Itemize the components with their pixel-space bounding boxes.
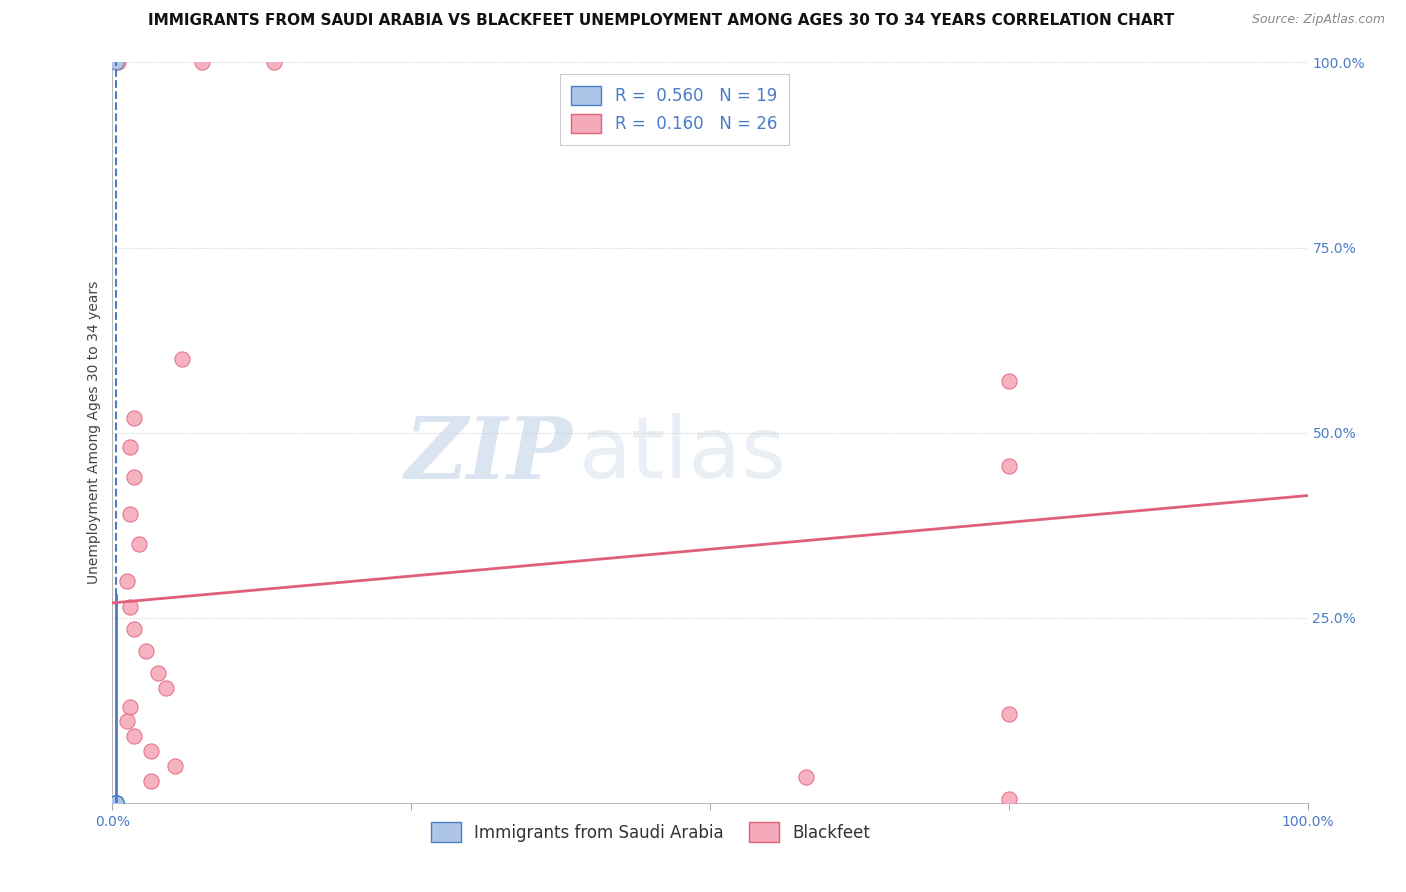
Point: [105, 796, 128, 810]
Point: [998, 374, 1021, 388]
Text: ZIP: ZIP: [405, 413, 572, 497]
Point: [105, 796, 128, 810]
Point: [146, 666, 169, 681]
Legend: Immigrants from Saudi Arabia, Blackfeet: Immigrants from Saudi Arabia, Blackfeet: [422, 814, 879, 850]
Point: [128, 536, 150, 550]
Text: IMMIGRANTS FROM SAUDI ARABIA VS BLACKFEET UNEMPLOYMENT AMONG AGES 30 TO 34 YEARS: IMMIGRANTS FROM SAUDI ARABIA VS BLACKFEE…: [148, 13, 1174, 29]
Point: [105, 796, 128, 810]
Point: [105, 796, 128, 810]
Point: [105, 796, 128, 810]
Text: atlas: atlas: [579, 413, 786, 496]
Point: [105, 796, 128, 810]
Point: [105, 796, 128, 810]
Point: [105, 796, 128, 810]
Point: [107, 55, 129, 70]
Point: [998, 458, 1021, 473]
Point: [105, 55, 128, 70]
Text: Source: ZipAtlas.com: Source: ZipAtlas.com: [1251, 13, 1385, 27]
Y-axis label: Unemployment Among Ages 30 to 34 years: Unemployment Among Ages 30 to 34 years: [87, 281, 101, 584]
Point: [155, 681, 177, 695]
Point: [105, 796, 128, 810]
Point: [135, 644, 157, 658]
Point: [105, 796, 128, 810]
Point: [794, 770, 817, 784]
Point: [120, 507, 142, 521]
Point: [115, 714, 138, 729]
Point: [120, 699, 142, 714]
Point: [105, 796, 128, 810]
Point: [122, 622, 145, 636]
Point: [139, 744, 162, 758]
Point: [122, 410, 145, 425]
Point: [122, 729, 145, 743]
Point: [998, 706, 1021, 721]
Point: [105, 796, 128, 810]
Point: [105, 796, 128, 810]
Point: [191, 55, 214, 70]
Point: [170, 351, 193, 366]
Point: [139, 773, 162, 788]
Point: [105, 796, 128, 810]
Point: [105, 796, 128, 810]
Point: [998, 792, 1021, 806]
Point: [120, 599, 142, 614]
Point: [120, 441, 142, 455]
Point: [263, 55, 285, 70]
Point: [115, 574, 138, 588]
Point: [122, 470, 145, 484]
Point: [105, 796, 128, 810]
Point: [105, 796, 128, 810]
Point: [163, 758, 186, 772]
Point: [105, 796, 128, 810]
